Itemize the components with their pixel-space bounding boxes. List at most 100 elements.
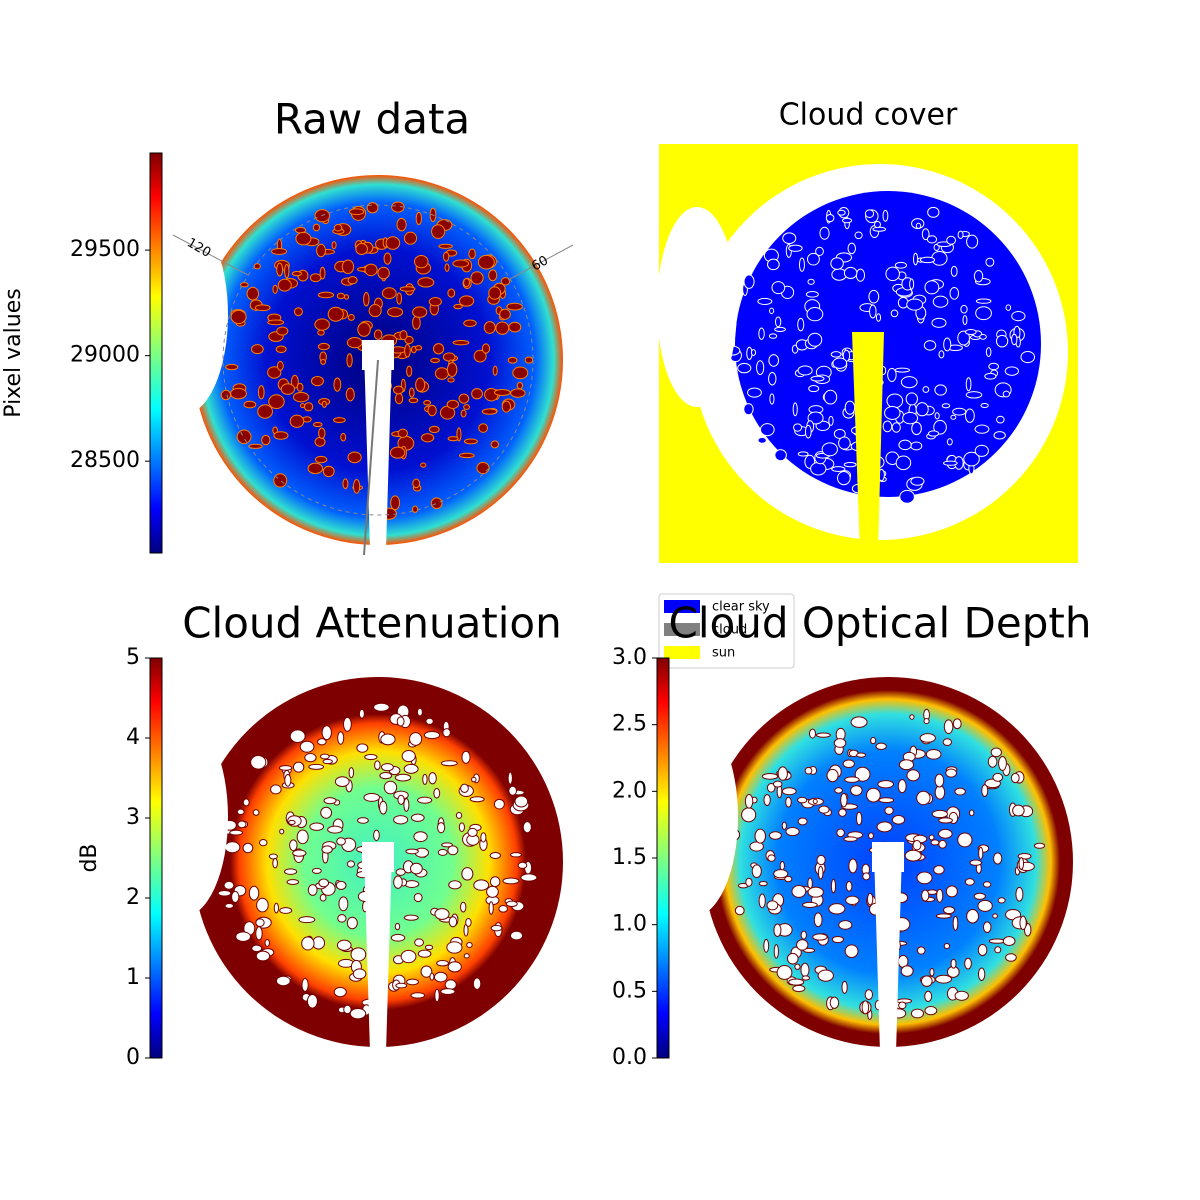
cloud-blob xyxy=(507,771,513,785)
cloud-blob xyxy=(317,342,330,351)
cloud-blob xyxy=(453,303,463,310)
cloud-blob xyxy=(352,968,367,980)
legend-label: clear sky xyxy=(712,600,770,615)
cloud-blob xyxy=(447,961,462,973)
cloud-blob xyxy=(416,707,423,717)
cloud-blob xyxy=(934,785,946,800)
cloud-blob xyxy=(363,793,381,802)
cloud-blob xyxy=(891,422,901,433)
cloud-blob xyxy=(275,345,287,353)
cloud-blob xyxy=(321,845,333,854)
cloud-blob xyxy=(333,417,346,424)
cloud-blob xyxy=(823,389,838,405)
cloud-blob xyxy=(292,761,305,773)
cloud-blob xyxy=(869,304,877,319)
cloud-blob xyxy=(786,952,799,965)
cloud-blob xyxy=(460,409,467,418)
cloud-blob xyxy=(768,354,780,367)
cloud-blob xyxy=(826,768,839,783)
cloud-blob xyxy=(734,905,745,916)
cloud-blob xyxy=(437,848,448,856)
cloud-blob xyxy=(490,440,500,449)
cloud-blob xyxy=(448,880,462,890)
cloud-blob xyxy=(403,231,418,245)
cloud-blob xyxy=(815,246,824,256)
cloud-blob xyxy=(342,478,349,490)
cloud-blob xyxy=(340,432,347,442)
cloud-blob xyxy=(831,935,845,944)
cloud-blob xyxy=(974,424,990,434)
cloud-blob xyxy=(965,328,977,336)
cloud-blob xyxy=(813,912,823,928)
cloud-blob xyxy=(966,909,980,924)
cloud-blob xyxy=(861,1000,870,1015)
cloud-blob xyxy=(307,884,318,896)
cloud-blob xyxy=(774,326,786,332)
cloud-blob xyxy=(471,388,483,400)
cloud-blob xyxy=(250,755,267,770)
cloud-blob xyxy=(410,992,426,999)
cloud-blob xyxy=(349,1007,367,1020)
cloud-blob xyxy=(333,986,347,998)
cloud-blob xyxy=(997,897,1006,904)
cloud-blob xyxy=(338,896,349,912)
cloud-blob xyxy=(508,785,518,796)
cloud-blob xyxy=(848,858,858,874)
y-tick-label: 1 xyxy=(126,965,140,990)
cloud-blob xyxy=(520,873,538,882)
cloud-blob xyxy=(868,832,874,840)
cloud-blob xyxy=(301,978,309,993)
cloud-blob xyxy=(460,901,467,913)
cloud-blob xyxy=(912,839,922,851)
cloud-blob xyxy=(447,377,455,383)
cloud-blob xyxy=(800,930,807,940)
cloud-blob xyxy=(930,839,940,846)
cloud-blob xyxy=(463,953,470,959)
cloud-blob xyxy=(931,317,947,328)
cloud-blob xyxy=(926,235,938,244)
y-tick-label: 5 xyxy=(126,645,140,670)
cloud-blob xyxy=(317,329,325,336)
cloud-blob xyxy=(273,473,288,488)
cloud-blob xyxy=(894,367,910,373)
cloud-blob xyxy=(946,438,953,446)
cloud-blob xyxy=(1004,366,1019,376)
cloud-blob xyxy=(236,808,245,816)
cloud-blob xyxy=(300,403,306,409)
cloud-blob xyxy=(800,962,810,978)
cloud-blob xyxy=(502,877,520,885)
cloud-blob xyxy=(276,360,284,371)
cloud-blob xyxy=(862,872,871,881)
cloud-blob xyxy=(409,862,423,875)
cloud-blob xyxy=(847,242,856,255)
cloud-blob xyxy=(938,839,947,849)
cloud-blob xyxy=(343,1004,352,1015)
cloud-blob xyxy=(394,922,401,931)
cloud-blob xyxy=(754,828,767,844)
cloud-blob xyxy=(935,913,952,919)
cloud-blob xyxy=(272,284,278,294)
cloud-blob xyxy=(919,256,936,264)
cloud-blob xyxy=(231,890,240,904)
polar-axis xyxy=(507,244,574,281)
cloud-blob xyxy=(969,859,983,866)
cloud-blob xyxy=(1002,390,1011,398)
cloud-blob xyxy=(420,433,435,443)
cloud-blob xyxy=(312,421,323,428)
cloud-blob xyxy=(321,400,327,408)
cloud-blob xyxy=(957,230,964,239)
cloud-blob xyxy=(420,965,433,978)
cloud-blob xyxy=(470,271,484,285)
cloud-blob xyxy=(1012,804,1025,817)
cloud-blob xyxy=(352,479,361,494)
cloud-blob xyxy=(364,263,378,277)
cloud-blob xyxy=(977,967,986,981)
cloud-blob xyxy=(273,431,289,440)
cloud-blob xyxy=(804,424,812,439)
cloud-blob xyxy=(838,808,847,817)
cloud-blob xyxy=(831,466,846,472)
cloud-blob xyxy=(409,732,423,746)
cloud-blob xyxy=(915,402,929,417)
cloud-blob xyxy=(364,754,378,761)
cloud-blob xyxy=(819,226,830,240)
